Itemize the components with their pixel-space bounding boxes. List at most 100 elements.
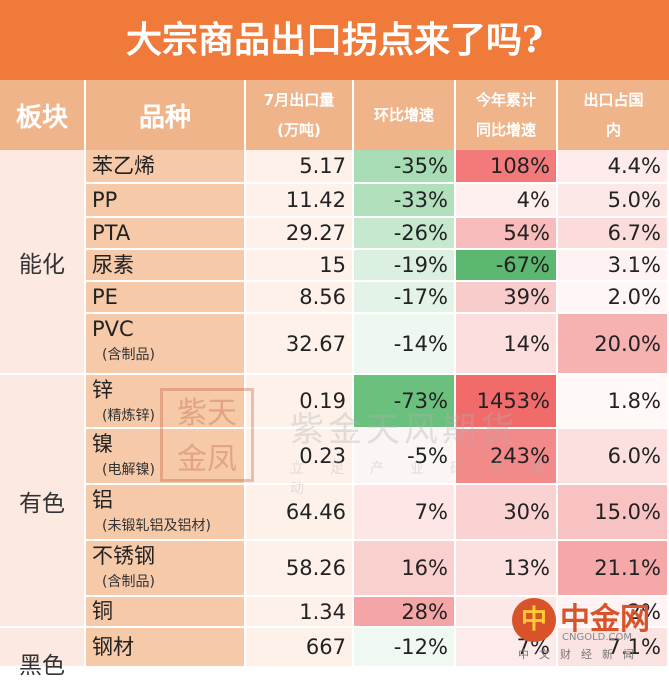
share-cell: 6.7% xyxy=(558,218,669,250)
yoy-cell-value: 108% xyxy=(489,154,550,178)
sector-cell: 有色 xyxy=(0,375,86,628)
mom-cell: 28% xyxy=(354,597,456,628)
share-cell-value: 2% xyxy=(627,599,661,624)
yoy-cell: 30% xyxy=(456,485,558,541)
variety-cell: PTA xyxy=(86,218,246,250)
mom-cell-value: -73% xyxy=(393,389,448,413)
variety-cell: 铜 xyxy=(86,597,246,628)
variety-name: 铝 xyxy=(92,488,113,512)
mom-cell-value: -5% xyxy=(407,444,448,468)
variety-name: 苯乙烯 xyxy=(92,154,155,178)
share-cell-value: 1.8% xyxy=(607,389,661,413)
share-cell: 2.0% xyxy=(558,282,669,314)
yoy-cell: 108% xyxy=(456,150,558,184)
yoy-cell-value: -67% xyxy=(495,253,550,277)
logo-tagline: 中文财经新闻 xyxy=(518,648,644,661)
coin-icon: 中 xyxy=(512,598,556,642)
share-cell-value: 6.7% xyxy=(607,221,661,245)
header-sector: 板块 xyxy=(0,80,86,150)
seal-logo: 紫天 金凤 xyxy=(160,388,254,482)
header-exports: 7月出口量 (万吨) xyxy=(246,80,354,150)
mom-cell: -5% xyxy=(354,429,456,485)
share-cell: 7.1% xyxy=(558,628,669,668)
yoy-cell: 1453% xyxy=(456,375,558,429)
header-mom: 环比增速 xyxy=(354,80,456,150)
mom-cell: -33% xyxy=(354,184,456,218)
mom-cell: 16% xyxy=(354,541,456,597)
yoy-cell: 243% xyxy=(456,429,558,485)
variety-note: (精炼锌) xyxy=(102,408,155,424)
exports-cell: 58.26 xyxy=(246,541,354,597)
yoy-cell: 54% xyxy=(456,218,558,250)
mom-cell-value: -17% xyxy=(393,285,448,309)
logo-name: 中金网 xyxy=(560,602,650,637)
header-share-line2: 内 xyxy=(605,121,621,139)
sector-label: 黑色 xyxy=(19,653,65,679)
mom-cell: -12% xyxy=(354,628,456,668)
header-variety: 品种 xyxy=(86,80,246,150)
share-cell-value: 2.0% xyxy=(607,285,661,309)
sector-label: 有色 xyxy=(19,490,65,517)
share-cell: 15.0% xyxy=(558,485,669,541)
exports-cell-value: 11.42 xyxy=(285,188,346,212)
mom-cell-value: -14% xyxy=(393,331,448,356)
yoy-cell: 13% xyxy=(456,541,558,597)
share-cell: 5.0% xyxy=(558,184,669,218)
watermark-motto: 立足产业研究驱动 xyxy=(290,461,570,497)
exports-cell: 29.27 xyxy=(246,218,354,250)
exports-cell-value: 64.46 xyxy=(285,500,346,524)
yoy-cell-value: 54% xyxy=(503,221,550,245)
mom-cell: -35% xyxy=(354,150,456,184)
share-cell: 3.1% xyxy=(558,250,669,282)
yoy-cell: -67% xyxy=(456,250,558,282)
mom-cell-value: -33% xyxy=(393,188,448,212)
exports-cell-value: 1.34 xyxy=(299,599,346,624)
variety-cell: 钢材 xyxy=(86,628,246,668)
exports-cell: 0.23 xyxy=(246,429,354,485)
variety-name: 铜 xyxy=(92,599,113,623)
header-variety-label: 品种 xyxy=(138,102,191,133)
sector-cell: 黑色 xyxy=(0,628,86,679)
header-yoy-line1: 今年累计 xyxy=(475,91,536,109)
share-cell-value: 4.4% xyxy=(607,154,661,178)
mom-cell-value: -19% xyxy=(393,253,448,277)
variety-cell: 尿素 xyxy=(86,250,246,282)
yoy-cell-value: 4% xyxy=(516,188,550,212)
header-share: 出口占国 内 xyxy=(558,80,669,150)
share-cell-value: 21.1% xyxy=(594,556,661,580)
share-cell-value: 7.1% xyxy=(607,635,661,659)
exports-cell: 64.46 xyxy=(246,485,354,541)
variety-note: (电解镍) xyxy=(102,462,155,478)
share-cell: 20.0% xyxy=(558,314,669,375)
share-cell: 21.1% xyxy=(558,541,669,597)
share-cell-value: 3.1% xyxy=(607,253,661,277)
exports-cell: 667 xyxy=(246,628,354,668)
header-yoy-line2: 同比增速 xyxy=(475,121,536,139)
exports-cell: 1.34 xyxy=(246,597,354,628)
yoy-cell: 14% xyxy=(456,314,558,375)
variety-note: (含制品) xyxy=(102,347,155,363)
exports-cell-value: 8.56 xyxy=(299,285,346,309)
exports-cell: 15 xyxy=(246,250,354,282)
variety-name: 不锈钢 xyxy=(92,544,155,568)
mom-cell-value: -35% xyxy=(393,154,448,178)
exports-cell: 0.19 xyxy=(246,375,354,429)
yoy-cell-value: 14% xyxy=(503,331,550,356)
exports-cell-value: 58.26 xyxy=(285,556,346,580)
share-cell-value: 20.0% xyxy=(594,331,661,356)
yoy-cell-value: 1453% xyxy=(476,389,550,413)
yoy-cell-value: 243% xyxy=(489,444,550,468)
share-cell-value: 6.0% xyxy=(607,444,661,468)
mom-cell: -17% xyxy=(354,282,456,314)
mom-cell-value: 16% xyxy=(401,556,448,580)
variety-note: (含制品) xyxy=(102,574,155,590)
yoy-cell-value: 13% xyxy=(503,556,550,580)
header-yoy: 今年累计 同比增速 xyxy=(456,80,558,150)
variety-name: 钢材 xyxy=(92,635,134,659)
share-cell-value: 15.0% xyxy=(594,500,661,524)
variety-name: PP xyxy=(92,188,118,212)
header-sector-label: 板块 xyxy=(15,102,68,133)
mom-cell-value: -12% xyxy=(393,635,448,659)
exports-cell-value: 32.67 xyxy=(285,331,346,356)
exports-cell-value: 5.17 xyxy=(299,154,346,178)
